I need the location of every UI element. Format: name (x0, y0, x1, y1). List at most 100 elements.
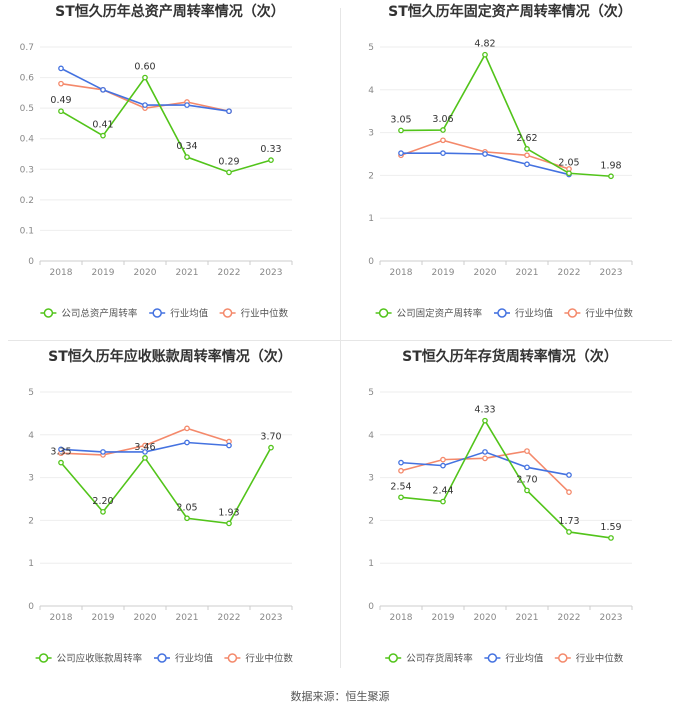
company-series-line (60, 76, 272, 174)
data-point (184, 154, 190, 160)
data-label: 2.05 (176, 502, 197, 513)
legend-marker-icon (378, 308, 389, 318)
data-label: 3.46 (134, 442, 155, 453)
data-label: 2.70 (516, 474, 537, 485)
x-tick-label: 2021 (176, 268, 199, 278)
chart-svg: ST恒久历年总资产周转率情况（次） 0 0.1 0.2 0.3 0.4 0.5 0.6 0.7 2… (20, 3, 293, 320)
data-point (226, 442, 232, 449)
y-tick-label: 2 (368, 516, 374, 526)
y-tick-label: 2 (28, 516, 34, 526)
legend-marker-icon (227, 653, 238, 663)
y-tick-label: 4 (368, 431, 374, 441)
data-label: 1.98 (600, 160, 621, 171)
legend-marker-icon (43, 308, 54, 318)
data-point (566, 472, 572, 478)
data-point (566, 170, 572, 177)
data-point (482, 51, 488, 58)
data-point (566, 529, 572, 535)
data-point (440, 137, 446, 144)
data-point (524, 161, 530, 168)
legend-marker-icon (388, 653, 398, 663)
chart-panel-inventory-turnover: ST恒久历年存货周转率情况（次） 0 1 2 3 4 5 2018 2019 2020 2021 20… (340, 345, 680, 690)
legend-marker-icon (222, 308, 233, 318)
data-point (524, 448, 530, 454)
x-tick-label: 2022 (218, 268, 241, 278)
vertical-divider (340, 8, 341, 668)
y-tick-label: 0.4 (20, 135, 35, 145)
chart-panel-receivables-turnover: ST恒久历年应收账款周转率情况（次） 0 1 2 3 4 5 2018 2019 2020 2021… (0, 345, 340, 690)
legend-marker-icon (157, 653, 167, 663)
legend-item-company-series: 公司存货周转率 (385, 653, 473, 665)
data-point (268, 157, 274, 163)
x-tick-label: 2019 (432, 613, 455, 623)
company-series-line (400, 419, 612, 539)
data-label: 0.33 (260, 144, 281, 155)
legend-marker-icon (152, 308, 162, 318)
x-tick-label: 2019 (432, 268, 455, 278)
data-point (184, 425, 190, 432)
legend-item-median-series: 行业中位数 (224, 653, 293, 665)
y-tick-label: 0.5 (20, 104, 34, 114)
legend-item-company-series: 公司固定资产周转率 (375, 308, 483, 320)
data-point (100, 508, 106, 515)
x-tick-label: 2020 (474, 613, 497, 623)
data-point (100, 86, 106, 93)
data-label: 0.34 (176, 141, 197, 152)
data-point (142, 442, 148, 449)
data-point (268, 444, 274, 451)
data-point (184, 515, 190, 522)
data-point (142, 74, 148, 81)
legend-label: 公司存货周转率 (406, 653, 473, 665)
x-tick-label: 2018 (390, 613, 413, 623)
legend-item-average-series: 行业均值 (484, 653, 544, 665)
data-point (184, 439, 190, 446)
x-tick-label: 2020 (134, 268, 157, 278)
company-series-line (60, 447, 272, 525)
chart-title: ST恒久历年固定资产周转率情况（次） (388, 3, 632, 20)
data-label: 1.93 (218, 507, 239, 518)
company-series (398, 417, 614, 541)
median-series (398, 448, 572, 496)
data-point (482, 151, 488, 157)
x-tick-label: 2018 (390, 268, 413, 278)
data-label: 1.73 (558, 516, 579, 527)
legend-label: 公司固定资产周转率 (397, 308, 483, 320)
legend-item-median-series: 行业中位数 (554, 653, 624, 665)
legend-item-average-series: 行业均值 (154, 653, 214, 665)
y-tick-label: 0 (368, 257, 374, 267)
legend-item-average-series: 行业均值 (494, 308, 554, 320)
data-point (398, 127, 404, 134)
data-point (482, 417, 488, 424)
data-point (566, 489, 572, 496)
y-tick-label: 2 (368, 171, 374, 181)
legend-label: 公司总资产周转率 (61, 308, 138, 320)
data-point (398, 459, 404, 466)
x-tick-label: 2018 (50, 268, 73, 278)
legend-label: 行业中位数 (241, 308, 289, 320)
x-tick-label: 2019 (92, 613, 115, 623)
data-point (58, 65, 64, 72)
data-point (440, 456, 446, 463)
data-point (440, 462, 446, 469)
y-tick-label: 3 (368, 129, 374, 139)
chart-title: ST恒久历年应收账款周转率情况（次） (48, 348, 292, 365)
x-tick-label: 2023 (600, 268, 623, 278)
chart-svg: ST恒久历年固定资产周转率情况（次） 0 1 2 3 4 5 2018 2019 2020 2021… (368, 3, 633, 320)
x-tick-label: 2022 (558, 613, 581, 623)
data-point (142, 449, 148, 455)
data-point (58, 108, 64, 115)
x-tick-label: 2021 (176, 613, 199, 623)
legend-label: 行业均值 (175, 653, 214, 665)
data-source-note: 数据来源：恒生聚源 (290, 690, 390, 703)
legend-marker-icon (497, 308, 507, 318)
x-tick-label: 2022 (218, 613, 241, 623)
data-label: 0.41 (92, 120, 113, 131)
data-label: 3.35 (50, 447, 71, 458)
x-tick-label: 2020 (474, 268, 497, 278)
y-tick-label: 1 (28, 559, 34, 569)
data-label: 1.59 (600, 522, 621, 533)
average-series (398, 150, 572, 178)
average-series (58, 65, 232, 115)
legend-item-average-series: 行业均值 (149, 308, 209, 320)
data-point (398, 467, 404, 474)
